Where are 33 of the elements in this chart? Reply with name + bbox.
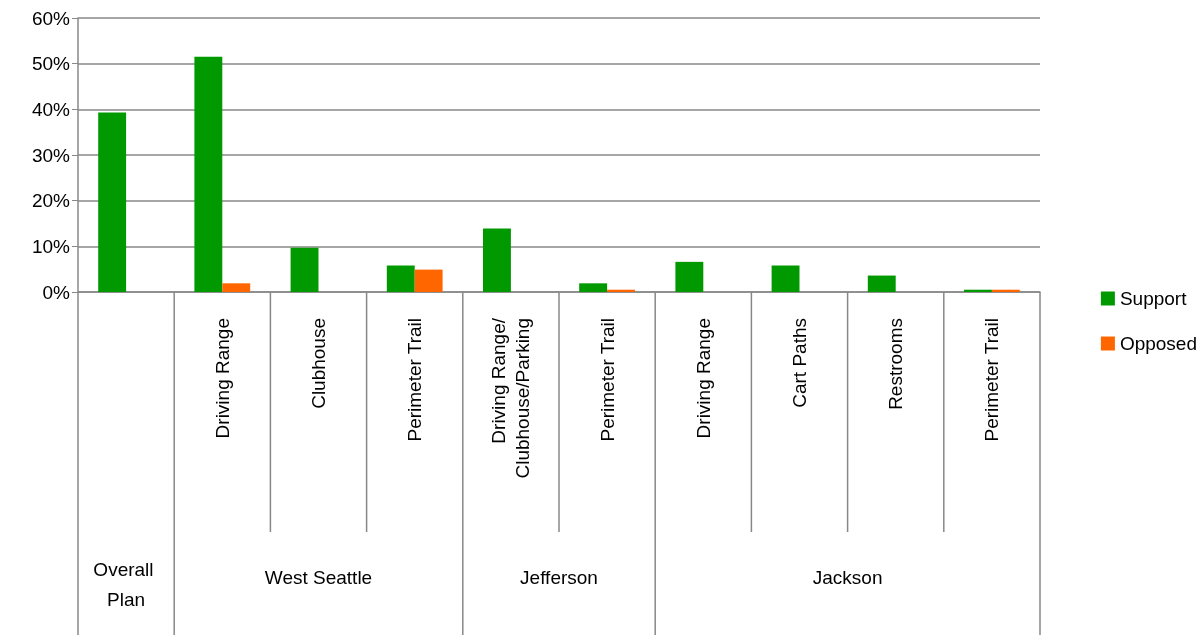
legend-label: Support — [1119, 288, 1188, 309]
bar — [771, 265, 800, 292]
text: Jefferson — [520, 566, 598, 588]
y-tick-label: 40% — [31, 98, 71, 120]
bar — [98, 112, 127, 292]
x-tick-label: Perimeter Trail — [596, 318, 618, 442]
bar — [386, 265, 415, 292]
x-tick-label: Driving Range/ Clubhouse/Parking — [488, 317, 534, 479]
x-tick-label: Driving Range — [692, 318, 714, 439]
y-tick-label: 60% — [31, 7, 71, 29]
bar — [194, 56, 223, 292]
bar — [579, 283, 608, 292]
x-tick-label: Driving Range — [211, 318, 233, 439]
bar — [290, 247, 319, 292]
x-tick-label: Cart Paths — [789, 318, 810, 408]
y-tick-label: 50% — [31, 53, 71, 75]
bar — [222, 283, 251, 292]
x-tick-label: Clubhouse — [308, 318, 329, 409]
text: Overall Plan — [93, 558, 159, 610]
bar — [414, 269, 443, 292]
bar — [483, 228, 511, 292]
x-tick-label: Perimeter Trail — [404, 318, 426, 442]
y-tick-label: 10% — [31, 235, 71, 257]
x-tick-label: Restrooms — [885, 318, 907, 410]
bar — [675, 261, 704, 292]
x-tick-label: Perimeter Trail — [981, 318, 1003, 442]
text: West Seattle — [264, 566, 373, 588]
legend-label: Opposed — [1119, 333, 1198, 354]
text: Jackson — [812, 566, 883, 588]
y-tick-label: 20% — [31, 190, 71, 212]
y-tick-label: 30% — [31, 144, 71, 166]
y-tick-label: 0% — [42, 281, 71, 303]
bar — [867, 275, 896, 292]
